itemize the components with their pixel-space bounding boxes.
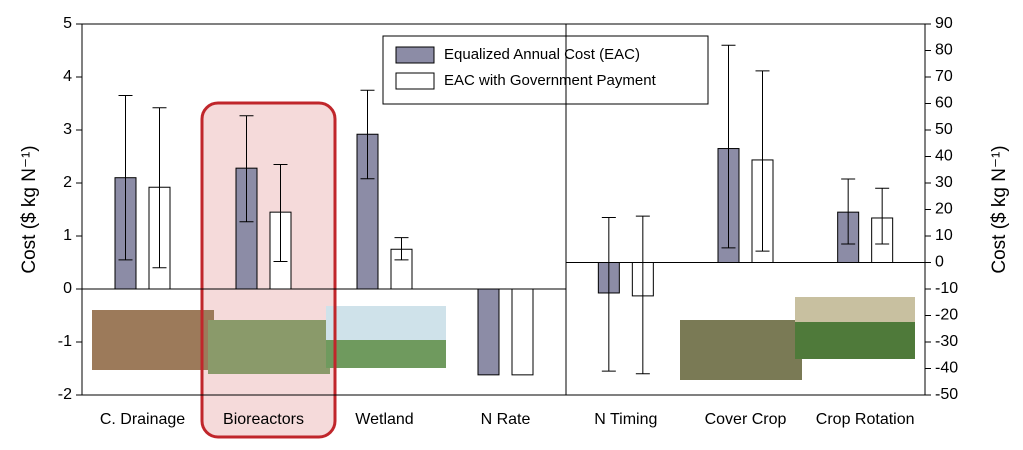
x-tick-label: C. Drainage xyxy=(100,411,185,428)
y-tick-label: -30 xyxy=(935,333,958,350)
y-tick-label: -40 xyxy=(935,360,958,377)
y-tick-label: -2 xyxy=(58,386,72,403)
bioreactor-image xyxy=(208,320,330,374)
y-tick-label: 1 xyxy=(63,227,72,244)
y-tick-label: -20 xyxy=(935,307,958,324)
illustrations xyxy=(92,297,915,380)
y-tick-label: 70 xyxy=(935,68,953,85)
bar xyxy=(477,288,500,376)
bar xyxy=(511,288,534,376)
y-tick-label: 80 xyxy=(935,42,953,59)
y-tick-label: 10 xyxy=(935,227,953,244)
legend-swatch xyxy=(395,72,435,90)
highlight-box xyxy=(200,101,337,439)
highlight-fill xyxy=(202,103,335,437)
y-axis-label: Cost ($ kg N⁻¹) xyxy=(19,145,40,273)
x-tick-label: N Rate xyxy=(481,411,531,428)
cover-crop-image xyxy=(680,320,802,380)
y-tick-label: 50 xyxy=(935,121,953,138)
drainage-image xyxy=(92,310,214,370)
y-tick-label: 0 xyxy=(63,280,72,297)
y-tick-label: 90 xyxy=(935,15,953,32)
error-bar xyxy=(601,216,616,372)
x-tick-label: Crop Rotation xyxy=(816,411,915,428)
rotation-crop xyxy=(795,322,915,359)
error-bar xyxy=(755,70,770,252)
y-tick-label: 60 xyxy=(935,95,953,112)
y-axis-label: Cost ($ kg N⁻¹) xyxy=(989,145,1010,273)
x-tick-label: Bioreactors xyxy=(223,411,304,428)
y-tick-label: 3 xyxy=(63,121,72,138)
y-tick-label: 20 xyxy=(935,201,953,218)
y-tick-label: -10 xyxy=(935,280,958,297)
error-bar xyxy=(118,95,133,261)
wetland-grass xyxy=(326,340,446,368)
legend-box xyxy=(382,35,709,105)
plot-frame xyxy=(81,23,926,396)
legend-label: Equalized Annual Cost (EAC) xyxy=(444,46,640,63)
error-bar xyxy=(841,178,856,245)
y-tick-label: 0 xyxy=(935,254,944,271)
y-tick-label: -1 xyxy=(58,333,72,350)
y-tick-label: 30 xyxy=(935,174,953,191)
error-bar xyxy=(360,89,375,180)
error-bar xyxy=(721,44,736,249)
y-tick-label: 4 xyxy=(63,68,72,85)
legend-label: EAC with Government Payment xyxy=(444,72,657,89)
error-bar xyxy=(239,115,254,223)
y-tick-label: 5 xyxy=(63,15,72,32)
error-bar xyxy=(394,237,409,261)
error-bar xyxy=(875,187,890,245)
x-tick-label: Wetland xyxy=(355,411,413,428)
x-tick-label: N Timing xyxy=(594,411,657,428)
legend-swatch xyxy=(395,46,435,64)
y-tick-label: 40 xyxy=(935,148,953,165)
x-tick-label: Cover Crop xyxy=(705,411,787,428)
error-bar xyxy=(273,163,288,262)
error-bar xyxy=(635,215,650,375)
error-bar xyxy=(152,107,167,269)
y-tick-label: 2 xyxy=(63,174,72,191)
y-tick-label: -50 xyxy=(935,386,958,403)
